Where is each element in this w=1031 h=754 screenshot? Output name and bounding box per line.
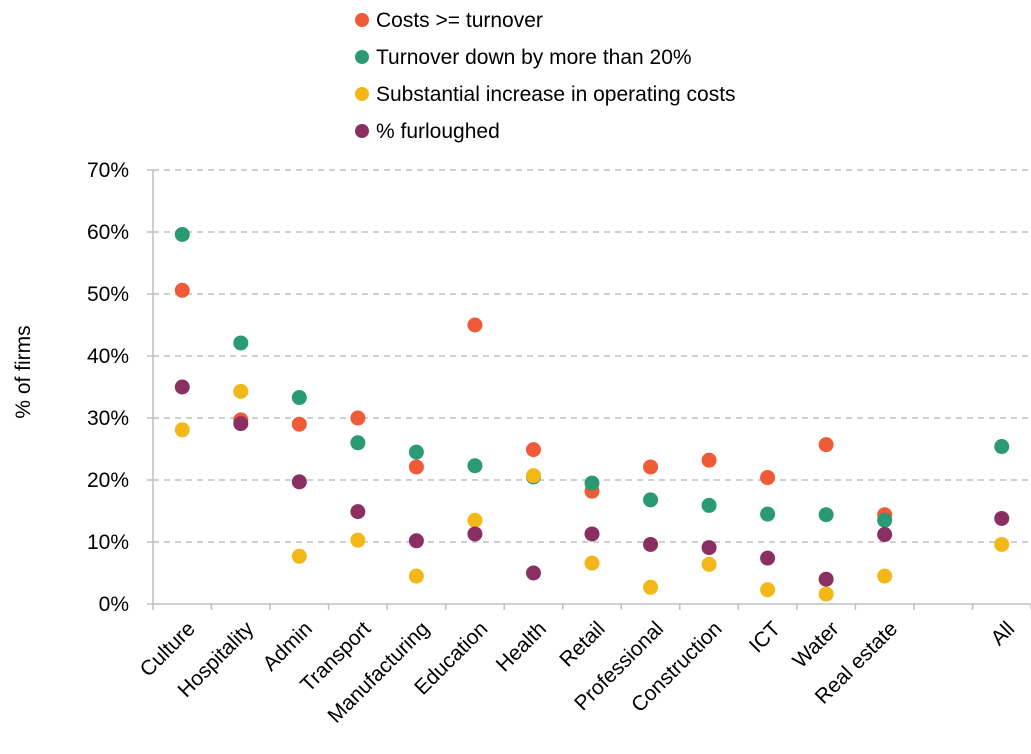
- legend-label: Substantial increase in operating costs: [376, 83, 736, 106]
- data-point: [818, 571, 834, 587]
- data-point: [174, 379, 190, 395]
- legend-marker: [355, 124, 369, 138]
- data-point: [233, 383, 249, 399]
- legend-marker: [355, 13, 369, 27]
- x-tick-label: Health: [492, 617, 551, 676]
- x-tick-label: Water: [788, 617, 843, 672]
- y-tick-labels: 0% 10% 20% 30% 40% 50% 60% 70%: [87, 159, 129, 616]
- x-tick-label: Manufacturing: [324, 617, 434, 727]
- data-point: [994, 510, 1010, 526]
- data-point: [408, 459, 424, 475]
- data-point: [233, 416, 249, 432]
- data-point: [525, 565, 541, 581]
- y-tick-label: 30%: [87, 407, 129, 430]
- axes: [147, 169, 1031, 610]
- y-axis-label: % of firms: [12, 325, 35, 418]
- data-point: [877, 568, 893, 584]
- data-point: [291, 390, 307, 406]
- x-tick-label: All: [986, 617, 1019, 650]
- data-point: [643, 459, 659, 475]
- data-point: [408, 568, 424, 584]
- data-point: [760, 470, 776, 486]
- legend-label: Turnover down by more than 20%: [376, 46, 692, 69]
- y-tick-label: 40%: [87, 345, 129, 368]
- data-point: [818, 507, 834, 523]
- y-tick-label: 60%: [87, 221, 129, 244]
- data-point: [408, 533, 424, 549]
- data-point: [643, 536, 659, 552]
- data-point: [994, 536, 1010, 552]
- data-point: [584, 526, 600, 542]
- x-tick-label: ICT: [745, 617, 785, 657]
- data-point: [877, 512, 893, 528]
- legend-label: Costs >= turnover: [376, 9, 543, 32]
- data-point: [818, 586, 834, 602]
- data-point: [467, 458, 483, 474]
- data-point: [701, 452, 717, 468]
- data-point: [584, 475, 600, 491]
- data-point: [760, 582, 776, 598]
- data-point: [233, 335, 249, 351]
- data-point: [701, 556, 717, 572]
- data-point: [408, 444, 424, 460]
- data-point: [350, 410, 366, 426]
- data-point: [525, 468, 541, 484]
- data-point: [350, 532, 366, 548]
- y-tick-label: 20%: [87, 469, 129, 492]
- data-point: [467, 526, 483, 542]
- legend-marker: [355, 50, 369, 64]
- y-tick-label: 70%: [87, 159, 129, 182]
- y-tick-label: 50%: [87, 283, 129, 306]
- data-points: [174, 226, 1010, 602]
- data-point: [350, 504, 366, 520]
- data-point: [174, 422, 190, 438]
- data-point: [643, 579, 659, 595]
- data-point: [467, 512, 483, 528]
- data-point: [291, 548, 307, 564]
- x-tick-label: Retail: [555, 617, 609, 671]
- data-point: [291, 416, 307, 432]
- data-point: [174, 226, 190, 242]
- legend-label: % furloughed: [376, 120, 500, 143]
- data-point: [467, 317, 483, 333]
- data-point: [350, 435, 366, 451]
- x-tick-label: Admin: [259, 617, 317, 675]
- legend-marker: [355, 87, 369, 101]
- data-point: [291, 474, 307, 490]
- data-point: [584, 555, 600, 571]
- data-point: [525, 442, 541, 458]
- data-point: [701, 540, 717, 556]
- data-point: [643, 492, 659, 508]
- data-point: [701, 497, 717, 513]
- data-point: [760, 506, 776, 522]
- y-tick-label: 0%: [99, 593, 129, 616]
- data-point: [174, 282, 190, 298]
- data-point: [994, 439, 1010, 455]
- y-tick-label: 10%: [87, 531, 129, 554]
- legend: Costs >= turnover Turnover down by more t…: [355, 9, 736, 143]
- data-point: [818, 437, 834, 453]
- data-point: [877, 527, 893, 543]
- data-point: [760, 550, 776, 566]
